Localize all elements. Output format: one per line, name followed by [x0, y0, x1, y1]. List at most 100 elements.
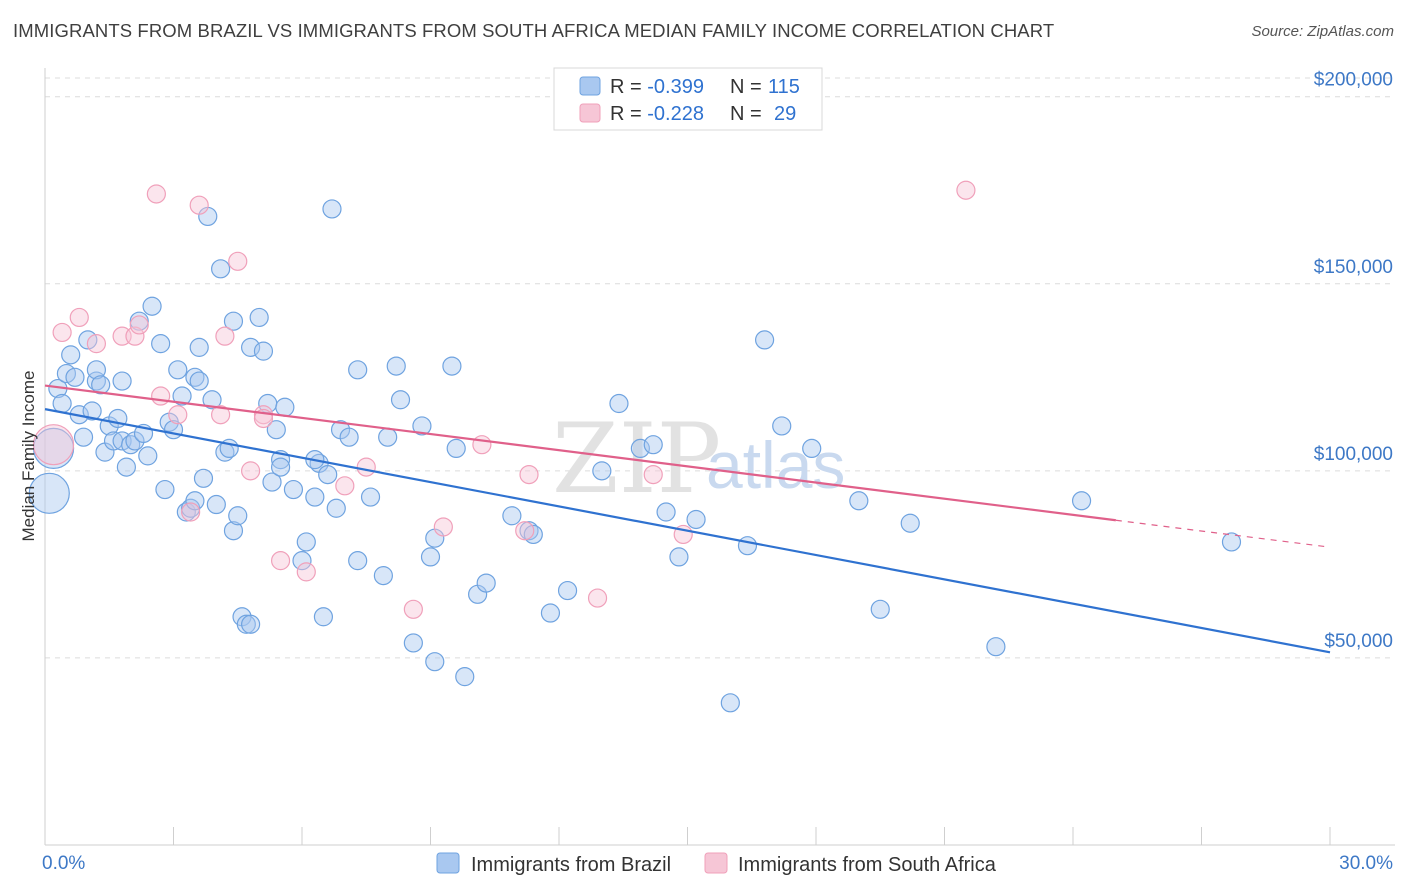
legend-swatch-brazil	[579, 76, 601, 96]
gridlines	[45, 77, 1395, 659]
south-africa-point-25	[515, 521, 535, 541]
brazil-point-101	[737, 536, 758, 556]
brazil-point-45	[223, 311, 244, 331]
brazil-point-10	[82, 401, 102, 421]
brazil-point-83	[442, 356, 462, 376]
svg-text:R = -0.228: R = -0.228	[610, 103, 704, 125]
brazil-point-58	[270, 457, 291, 477]
y-tick-labels: $50,000 $100,000 $150,000 $200,000	[1314, 70, 1393, 652]
brazil-point-78	[403, 633, 423, 653]
x-tick-label-max: 30.0%	[1339, 853, 1393, 874]
brazil-point-3	[52, 393, 72, 414]
brazil-point-112	[185, 491, 205, 511]
y-tick-label-2: $150,000	[1314, 257, 1393, 278]
y-tick-label-1: $100,000	[1314, 444, 1393, 465]
south-africa-point-10	[181, 502, 201, 522]
chart-title: IMMIGRANTS FROM BRAZIL VS IMMIGRANTS FRO…	[13, 20, 1055, 41]
brazil-point-42	[211, 259, 231, 279]
brazil-point-95	[630, 438, 650, 459]
brazil-point-60	[283, 479, 304, 500]
brazil-point-103	[772, 416, 792, 436]
brazil-point-71	[348, 551, 368, 571]
south-africa-point-19	[296, 562, 316, 582]
brazil-point-56	[266, 420, 286, 440]
source-attribution: Source: ZipAtlas.com	[1251, 23, 1394, 40]
south-africa-point-13	[211, 405, 231, 425]
brazil-point-36	[189, 371, 209, 391]
south-africa-point-9	[168, 405, 188, 425]
brazil-point-61	[292, 551, 312, 571]
brazil-point-79	[412, 416, 432, 436]
legend-r-label-south-africa: R =	[610, 103, 647, 125]
brazil-point-107	[900, 513, 920, 533]
brazil-point-31	[168, 360, 188, 380]
south-africa-point-20	[335, 476, 355, 496]
south-africa-point-5	[125, 326, 145, 346]
brazil-point-102	[754, 330, 775, 350]
brazil-point-6	[65, 367, 85, 387]
brazil-point-68	[326, 498, 346, 518]
brazil-point-49	[236, 614, 256, 634]
brazil-point-108	[986, 637, 1006, 657]
legend-swatch-brazil-bottom	[436, 852, 460, 874]
brazil-point-70	[339, 427, 359, 447]
south-africa-point-30	[956, 180, 976, 200]
brazil-point-66	[318, 464, 338, 485]
south-africa-point-1	[52, 322, 72, 343]
brazil-point-106	[870, 599, 890, 619]
brazil-point-100	[720, 693, 740, 713]
brazil-point-67	[322, 199, 342, 219]
south-africa-point-2	[69, 307, 89, 328]
brazil-point-74	[373, 566, 393, 586]
brazil-point-85	[455, 667, 475, 687]
brazil-point-40	[202, 390, 222, 410]
brazil-point-62	[296, 532, 316, 552]
brazil-point-75	[378, 427, 398, 447]
brazil-point-51	[241, 337, 261, 357]
brazil-point-8	[73, 427, 94, 447]
legend-n-label-brazil: N =	[730, 76, 762, 98]
brazil-point-5	[61, 345, 81, 365]
brazil-point-38	[193, 468, 214, 488]
watermark: ZIP atlas	[552, 403, 845, 515]
watermark-atlas: atlas	[706, 428, 845, 502]
y-axis-label: Median Family Income	[19, 370, 38, 541]
south-africa-point-23	[433, 517, 453, 537]
south-africa-point-11	[189, 195, 209, 215]
brazil-point-84	[446, 438, 466, 459]
legend-n-value-brazil: 115	[768, 76, 800, 98]
brazil-point-98	[669, 547, 689, 567]
brazil-point-12	[86, 360, 107, 380]
brazil-point-13	[91, 375, 111, 395]
south-africa-point-21	[356, 457, 376, 477]
brazil-point-96	[643, 435, 663, 455]
legend-n-label-south-africa: N =	[730, 103, 762, 125]
south-africa-point-12	[215, 326, 235, 346]
svg-text:R = -0.399: R = -0.399	[610, 76, 704, 98]
axes	[44, 68, 1395, 846]
brazil-point-50	[241, 614, 261, 634]
trend-lines	[44, 384, 1331, 654]
brazil-point-93	[592, 461, 612, 481]
legend-r-label-brazil: R =	[610, 76, 647, 98]
legend-swatch-south-africa	[579, 103, 601, 123]
brazil-point-53	[253, 341, 274, 361]
legend-r-value-brazil: -0.399	[647, 76, 704, 98]
south-africa-point-8	[151, 386, 171, 406]
stats-legend: R = -0.399 N = 115 R = -0.228 N = 29	[553, 67, 823, 131]
x-tick-labels: 0.0% 30.0%	[42, 853, 1393, 874]
trend-line-brazil	[44, 408, 1331, 654]
south-africa-point-7	[146, 184, 166, 204]
south-africa-point-18	[270, 551, 291, 571]
legend-r-value-south-africa: -0.228	[647, 103, 704, 125]
south-africa-point-6	[129, 315, 149, 335]
brazil-point-63	[305, 487, 325, 507]
brazil-point-87	[476, 573, 496, 593]
brazil-point-77	[390, 390, 411, 410]
brazil-point-73	[360, 487, 381, 507]
brazil-point-28	[155, 479, 175, 500]
brazil-point-20	[116, 457, 136, 477]
brazil-point-82	[425, 652, 445, 672]
brazil-point-46	[223, 521, 244, 541]
x-tick-label-min: 0.0%	[42, 853, 85, 874]
